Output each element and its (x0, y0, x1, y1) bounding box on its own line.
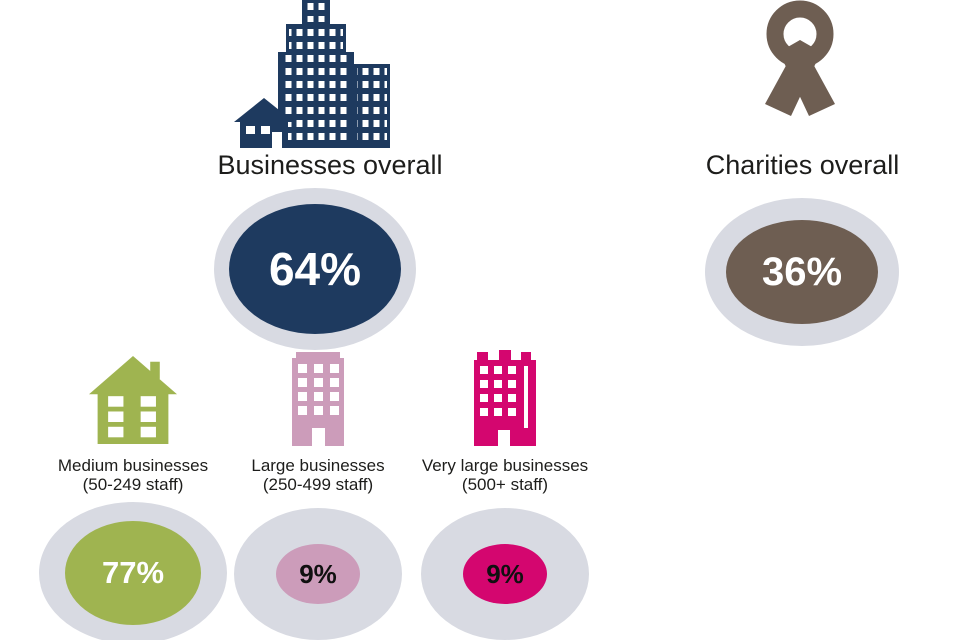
label-line-2: (250-499 staff) (262, 475, 374, 495)
medium-businesses-stat: 77% (39, 502, 227, 640)
stat-ellipse-halo: 9% (421, 508, 589, 640)
icon-wrap (472, 346, 538, 446)
large-businesses-stat: 9% (234, 508, 402, 640)
stat-ellipse-businesses: 64% (229, 204, 401, 334)
stat-ellipse-medium: 77% (65, 521, 201, 626)
label-line-2: (50-249 staff) (82, 475, 184, 495)
stat-ellipse-very-large: 9% (463, 544, 547, 605)
stat-ellipse-halo: 36% (705, 198, 899, 346)
stat-ellipse-large: 9% (276, 544, 360, 605)
tall-building-icon (474, 350, 536, 446)
building-icon (292, 352, 344, 446)
label-line-1: Very large businesses (421, 456, 589, 475)
businesses-overall-value: 64% (268, 243, 362, 295)
charities-overall-value: 36% (761, 249, 843, 294)
label-line-2: (500+ staff) (461, 475, 549, 495)
stat-ellipse-halo: 64% (214, 188, 416, 350)
large-businesses-section: Large businesses (250-499 staff) 9% (202, 346, 434, 640)
medium-businesses-section: Medium businesses (50-249 staff) 77% (17, 346, 249, 640)
charities-overall-stat: 36% (705, 198, 899, 346)
charities-overall-label: Charities overall (705, 150, 900, 180)
house-icon (89, 356, 177, 444)
label-line-1: Large businesses (251, 456, 385, 475)
large-businesses-label: Large businesses (250-499 staff) (251, 456, 384, 494)
stat-ellipse-charities: 36% (726, 220, 878, 324)
very-large-businesses-section: Very large businesses (500+ staff) 9% (389, 346, 621, 640)
label-line-1: Medium businesses (57, 456, 209, 475)
stat-ellipse-halo: 77% (39, 502, 227, 640)
businesses-overall-stat: 64% (214, 188, 416, 350)
office-building-icon (234, 0, 390, 148)
charity-ribbon-icon (765, 0, 835, 116)
medium-businesses-label: Medium businesses (50-249 staff) (58, 456, 208, 494)
very-large-businesses-stat: 9% (421, 508, 589, 640)
businesses-overall-label: Businesses overall (217, 150, 443, 180)
icon-wrap (288, 346, 348, 446)
very-large-businesses-label: Very large businesses (500+ staff) (422, 456, 588, 494)
icon-wrap (89, 346, 177, 446)
very-large-businesses-value: 9% (486, 558, 524, 589)
medium-businesses-value: 77% (101, 555, 165, 591)
stat-ellipse-halo: 9% (234, 508, 402, 640)
large-businesses-value: 9% (299, 558, 337, 589)
